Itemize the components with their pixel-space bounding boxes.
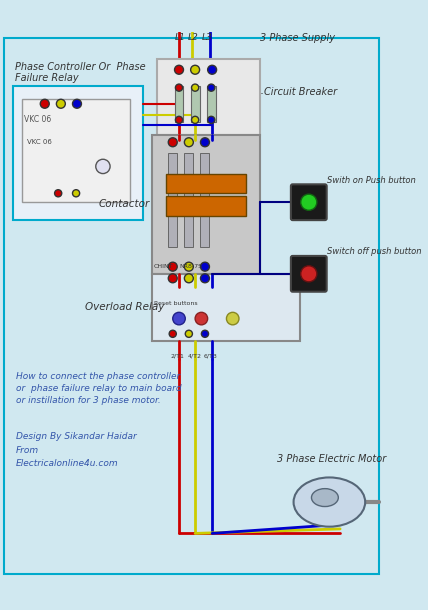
Text: L1: L1: [175, 33, 185, 42]
Bar: [175, 86, 184, 121]
Text: How to connect the phase controller
or  phase failure relay to main board
or ins: How to connect the phase controller or p…: [16, 372, 182, 405]
Circle shape: [173, 312, 185, 325]
Text: 3 Phase Supply: 3 Phase Supply: [259, 33, 335, 43]
Text: Design By Sikandar Haidar: Design By Sikandar Haidar: [16, 432, 137, 442]
FancyBboxPatch shape: [291, 256, 327, 292]
Circle shape: [184, 138, 193, 147]
Circle shape: [72, 99, 81, 108]
Circle shape: [56, 99, 65, 108]
Bar: [184, 153, 193, 247]
Circle shape: [184, 274, 193, 283]
Circle shape: [200, 138, 209, 147]
Circle shape: [168, 138, 177, 147]
FancyBboxPatch shape: [291, 184, 327, 220]
Text: Reset buttons: Reset buttons: [154, 301, 198, 306]
Text: VKC 06: VKC 06: [27, 139, 52, 145]
Circle shape: [169, 330, 176, 337]
Circle shape: [195, 312, 208, 325]
Circle shape: [168, 262, 177, 271]
Circle shape: [55, 190, 62, 197]
Text: Overload Relay: Overload Relay: [85, 301, 164, 312]
Circle shape: [192, 84, 199, 92]
Text: L2: L2: [188, 33, 199, 42]
Circle shape: [168, 274, 177, 283]
Circle shape: [200, 262, 209, 271]
Circle shape: [175, 117, 183, 123]
Circle shape: [226, 312, 239, 325]
Text: Phase Controller Or  Phase
Failure Relay: Phase Controller Or Phase Failure Relay: [15, 62, 146, 84]
Bar: [13, 86, 143, 220]
Text: Switch off push button: Switch off push button: [327, 247, 421, 256]
Circle shape: [40, 99, 49, 108]
Circle shape: [301, 266, 317, 282]
Circle shape: [208, 65, 217, 74]
Circle shape: [208, 84, 215, 92]
Circle shape: [200, 274, 209, 283]
Circle shape: [185, 330, 193, 337]
Ellipse shape: [294, 478, 365, 526]
Text: From: From: [16, 446, 39, 455]
Text: 6/T3: 6/T3: [204, 353, 218, 358]
Bar: [166, 196, 246, 216]
Bar: [200, 153, 209, 247]
Text: CHINT: CHINT: [154, 264, 174, 268]
Text: Contactor: Contactor: [98, 199, 150, 209]
Text: 4/T2: 4/T2: [188, 353, 202, 358]
Bar: [166, 174, 246, 193]
Circle shape: [175, 65, 184, 74]
Text: VKC 06: VKC 06: [24, 115, 51, 124]
Bar: [157, 59, 259, 135]
Text: Electricalonline4u.com: Electricalonline4u.com: [16, 459, 119, 468]
Circle shape: [301, 194, 317, 210]
Text: L3: L3: [202, 33, 212, 42]
Circle shape: [190, 65, 199, 74]
Bar: [207, 86, 216, 121]
Text: Circuit Breaker: Circuit Breaker: [264, 87, 337, 97]
Text: 3 Phase Electric Motor: 3 Phase Electric Motor: [277, 454, 387, 464]
Circle shape: [202, 330, 208, 337]
Bar: [168, 153, 177, 247]
Text: Swith on Push button: Swith on Push button: [327, 176, 416, 185]
Bar: [152, 274, 300, 341]
Bar: [190, 86, 199, 121]
Ellipse shape: [312, 489, 338, 506]
Circle shape: [175, 84, 183, 92]
Circle shape: [208, 117, 215, 123]
Text: NR8-7S: NR8-7S: [179, 264, 202, 268]
Circle shape: [184, 262, 193, 271]
Circle shape: [72, 190, 80, 197]
Bar: [22, 99, 130, 203]
Bar: [152, 135, 259, 274]
Text: 2/T1: 2/T1: [170, 353, 184, 358]
Circle shape: [192, 117, 199, 123]
Circle shape: [96, 159, 110, 174]
